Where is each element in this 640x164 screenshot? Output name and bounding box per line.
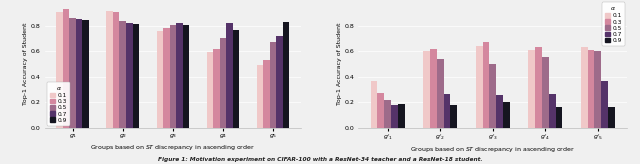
Bar	[56, 11, 63, 128]
Bar	[437, 59, 444, 128]
Bar	[588, 50, 595, 128]
Bar	[430, 49, 437, 128]
Bar	[542, 57, 548, 128]
Bar	[398, 104, 404, 128]
Bar	[220, 38, 226, 128]
Bar	[63, 9, 70, 128]
Bar	[423, 51, 430, 128]
Bar	[528, 50, 535, 128]
Bar	[176, 23, 182, 128]
Bar	[83, 20, 89, 128]
Legend: 0.1, 0.3, 0.5, 0.7, 0.9: 0.1, 0.3, 0.5, 0.7, 0.9	[47, 82, 70, 126]
Bar	[595, 51, 602, 128]
Bar	[126, 23, 132, 128]
Bar	[232, 30, 239, 128]
Y-axis label: Top-1 Accuracy of Student: Top-1 Accuracy of Student	[337, 23, 342, 105]
Y-axis label: Top-1 Accuracy of Student: Top-1 Accuracy of Student	[23, 23, 28, 105]
Bar	[490, 64, 496, 128]
Bar	[257, 65, 263, 128]
Bar	[556, 107, 563, 128]
Bar	[476, 46, 483, 128]
Bar	[608, 107, 615, 128]
Bar	[451, 105, 458, 128]
X-axis label: Groups based on $ST$ discrepancy in ascending order: Groups based on $ST$ discrepancy in asce…	[410, 145, 575, 154]
Bar	[384, 100, 391, 128]
Bar	[226, 23, 232, 128]
Bar	[535, 47, 542, 128]
Bar	[581, 47, 588, 128]
Bar	[132, 24, 139, 128]
Bar	[371, 81, 378, 128]
Text: Figure 1: Motivation experiment on CIFAR-100 with a ResNet-34 teacher and a ResN: Figure 1: Motivation experiment on CIFAR…	[157, 157, 483, 162]
Bar	[503, 102, 510, 128]
Bar	[106, 11, 113, 128]
Bar	[276, 36, 283, 128]
Bar	[263, 60, 269, 128]
Legend: 0.1, 0.3, 0.5, 0.7, 0.9: 0.1, 0.3, 0.5, 0.7, 0.9	[602, 2, 625, 46]
Bar	[182, 25, 189, 128]
X-axis label: Groups based on $ST$ discrepancy in ascending order: Groups based on $ST$ discrepancy in asce…	[90, 143, 255, 152]
Bar	[602, 81, 608, 128]
Bar	[163, 28, 170, 128]
Bar	[113, 11, 120, 128]
Bar	[157, 31, 163, 128]
Bar	[170, 25, 176, 128]
Bar	[120, 21, 126, 128]
Bar	[269, 42, 276, 128]
Bar	[378, 93, 384, 128]
Bar	[76, 19, 83, 128]
Bar	[483, 42, 490, 128]
Bar	[213, 49, 220, 128]
Bar	[391, 105, 398, 128]
Bar	[207, 52, 213, 128]
Bar	[496, 95, 503, 128]
Bar	[548, 94, 556, 128]
Bar	[283, 22, 289, 128]
Bar	[70, 18, 76, 128]
Bar	[444, 94, 451, 128]
